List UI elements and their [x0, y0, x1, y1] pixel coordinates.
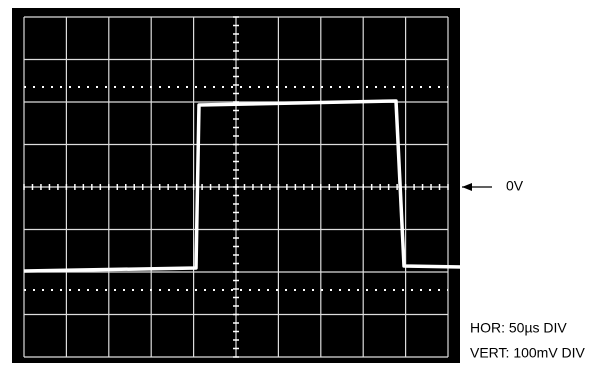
vertical-scale: VERT: 100mV DIV: [470, 345, 586, 361]
oscilloscope-figure: 0V HOR: 50µs DIV VERT: 100mV DIV: [0, 0, 614, 365]
page: 0V HOR: 50µs DIV VERT: 100mV DIV (() => …: [0, 0, 614, 365]
zero-arrow-head: [462, 183, 472, 191]
horizontal-scale: HOR: 50µs DIV: [470, 320, 567, 336]
zero-label: 0V: [506, 178, 524, 194]
